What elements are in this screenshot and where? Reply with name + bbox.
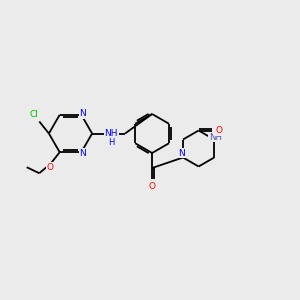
Text: O: O xyxy=(46,163,54,172)
Text: N: N xyxy=(178,148,185,158)
Text: NH: NH xyxy=(105,129,118,138)
Text: N: N xyxy=(80,109,86,118)
Text: Cl: Cl xyxy=(29,110,38,119)
Text: NH: NH xyxy=(209,133,222,142)
Text: N: N xyxy=(80,149,86,158)
Text: O: O xyxy=(148,182,156,191)
Text: O: O xyxy=(215,126,222,135)
Text: H: H xyxy=(108,138,115,147)
